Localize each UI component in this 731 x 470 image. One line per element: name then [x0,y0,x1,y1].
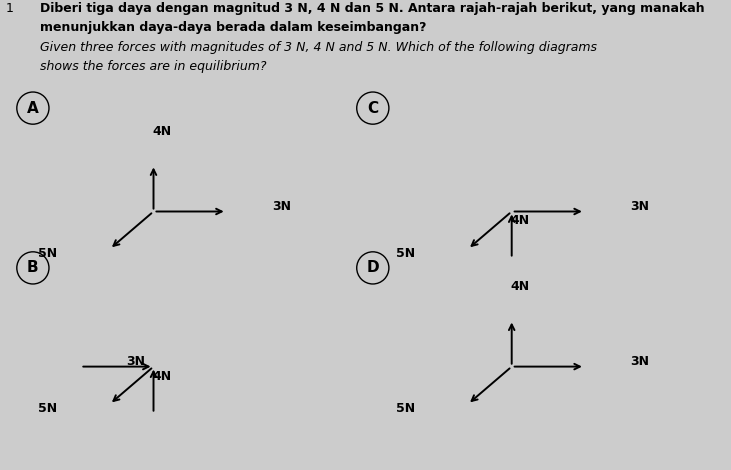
Text: 5N: 5N [38,402,57,415]
Text: 4N: 4N [153,369,172,383]
Text: B: B [27,260,39,275]
Text: 3N: 3N [630,355,649,368]
Text: 3N: 3N [126,355,145,368]
Text: shows the forces are in equilibrium?: shows the forces are in equilibrium? [40,60,267,73]
Text: D: D [366,260,379,275]
Text: 4N: 4N [511,214,530,227]
Text: 1: 1 [6,2,14,16]
Text: 5N: 5N [396,247,415,260]
Text: A: A [27,101,39,116]
Text: Diberi tiga daya dengan magnitud 3 N, 4 N dan 5 N. Antara rajah-rajah berikut, y: Diberi tiga daya dengan magnitud 3 N, 4 … [40,2,705,16]
Text: 5N: 5N [38,247,57,260]
Text: Given three forces with magnitudes of 3 N, 4 N and 5 N. Which of the following d: Given three forces with magnitudes of 3 … [40,41,597,55]
Text: 4N: 4N [153,125,172,138]
Text: 5N: 5N [396,402,415,415]
Text: 3N: 3N [630,200,649,213]
Text: C: C [367,101,379,116]
Text: 4N: 4N [511,280,530,293]
Text: 3N: 3N [272,200,291,213]
Text: menunjukkan daya-daya berada dalam keseimbangan?: menunjukkan daya-daya berada dalam kesei… [40,21,427,34]
